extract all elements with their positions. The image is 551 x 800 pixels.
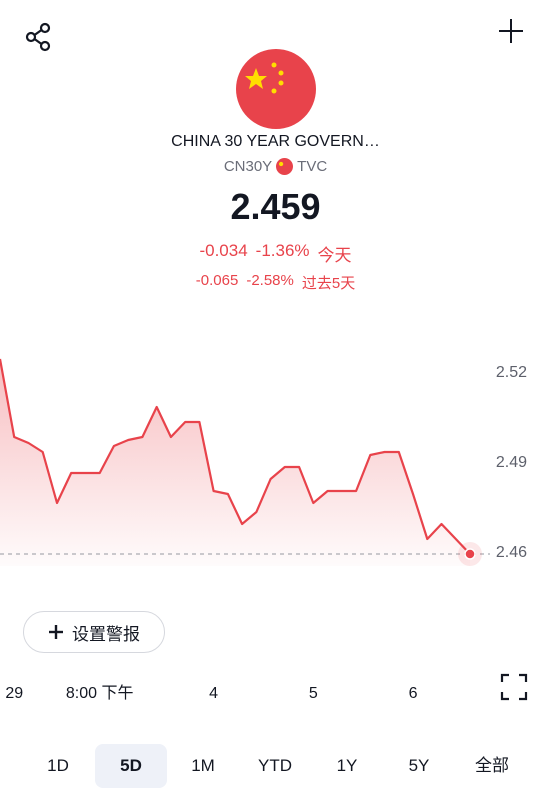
change: -0.065	[195, 272, 239, 289]
flag-logo	[236, 49, 316, 129]
instrument-title: CHINA 30 YEAR GOVERN…	[171, 133, 380, 150]
period: 过去5天	[301, 275, 356, 292]
x-tick-label: 6	[409, 685, 418, 702]
y-tick-label: 2.52	[496, 364, 527, 381]
range-tab[interactable]: 1D	[47, 756, 69, 775]
instrument-subtitle: CN30Y TVC	[0, 158, 551, 175]
price: 2.459	[230, 186, 321, 227]
change-today: -0.034 -1.36% 今天	[0, 241, 551, 266]
range-tab[interactable]: 5D	[95, 744, 167, 788]
range-tab[interactable]: 5Y	[408, 756, 430, 775]
change-percent: -1.36%	[255, 241, 310, 260]
alert-label: 设置警报	[72, 624, 140, 644]
x-tick-label: 8:00 下午	[66, 684, 134, 702]
x-tick-label: 5	[309, 685, 318, 702]
add-icon[interactable]	[498, 18, 524, 44]
range-tab[interactable]: 1M	[191, 756, 215, 775]
change-5d: -0.065 -2.58% 过去5天	[0, 272, 551, 293]
chart: 2.46 2.49 2.52 29 8:00 下午 4 5 6	[0, 358, 527, 702]
change-percent: -2.58%	[246, 272, 294, 289]
last-point	[464, 548, 476, 560]
y-tick-label: 2.49	[496, 454, 527, 471]
range-tab[interactable]: 全部	[475, 756, 509, 775]
share-icon[interactable]	[24, 22, 54, 52]
period: 今天	[317, 246, 352, 265]
plus-icon	[49, 625, 63, 639]
symbol: CN30Y	[223, 158, 273, 175]
y-tick-label: 2.46	[496, 544, 527, 561]
range-tab[interactable]: YTD	[258, 756, 292, 775]
change: -0.034	[199, 241, 248, 260]
flag-icon	[276, 158, 294, 175]
alert-button[interactable]: 设置警报	[23, 611, 165, 653]
fullscreen-icon[interactable]	[500, 673, 528, 701]
area-fill	[0, 359, 470, 566]
range-tab[interactable]: 1Y	[336, 756, 358, 775]
price-line	[0, 358, 471, 555]
range-tabs: 1D 5D 1M YTD 1Y 5Y 全部	[0, 744, 551, 788]
x-tick-label: 29	[5, 685, 23, 702]
x-tick-label: 4	[209, 685, 218, 702]
exchange: TVC	[297, 158, 328, 175]
